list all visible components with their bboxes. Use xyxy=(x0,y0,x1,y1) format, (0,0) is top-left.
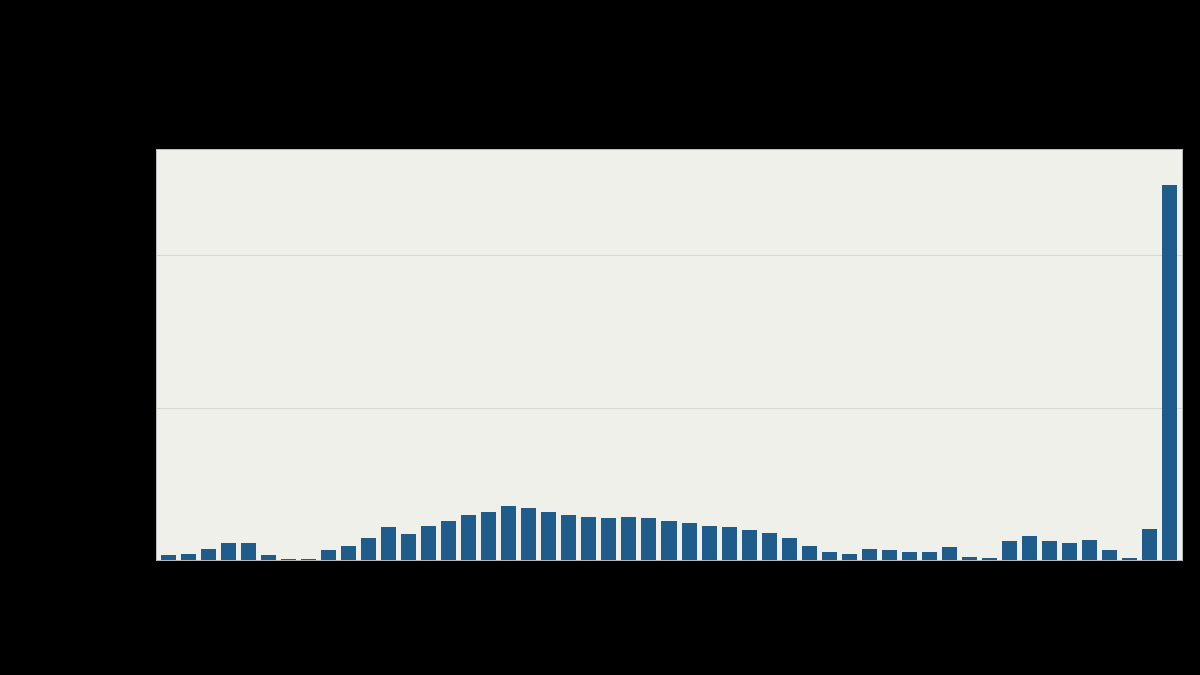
Bar xyxy=(962,557,977,560)
Bar xyxy=(1122,558,1138,560)
Bar xyxy=(1142,529,1158,560)
Bar xyxy=(502,506,516,560)
Text: Israeli Strikes in Lebanon: Israeli Strikes in Lebanon xyxy=(487,101,851,128)
Bar xyxy=(682,523,696,560)
Bar xyxy=(842,554,857,560)
Bar xyxy=(1103,551,1117,560)
Bar xyxy=(942,547,958,560)
Bar xyxy=(642,518,656,560)
Bar xyxy=(721,527,737,560)
Bar xyxy=(380,527,396,560)
Bar xyxy=(161,555,175,560)
Bar xyxy=(601,518,617,560)
Bar xyxy=(260,555,276,560)
Bar xyxy=(1002,541,1018,560)
Bar xyxy=(200,549,216,560)
Bar xyxy=(661,521,677,560)
Bar xyxy=(862,549,877,560)
Bar xyxy=(922,551,937,560)
Bar xyxy=(982,558,997,560)
Bar xyxy=(481,512,496,560)
Bar xyxy=(1082,539,1097,560)
Bar xyxy=(241,543,256,560)
Bar xyxy=(1062,543,1078,560)
Bar xyxy=(401,535,416,560)
Bar xyxy=(562,515,576,560)
Bar xyxy=(320,551,336,560)
Bar xyxy=(461,515,476,560)
Bar xyxy=(902,551,917,560)
Bar xyxy=(622,517,636,560)
Bar xyxy=(1043,541,1057,560)
Bar xyxy=(781,538,797,560)
Bar xyxy=(882,551,896,560)
Bar xyxy=(361,538,376,560)
Bar xyxy=(180,554,196,560)
Bar xyxy=(742,531,757,560)
Y-axis label: No. of Strikes per Week: No. of Strikes per Week xyxy=(94,273,107,435)
Bar xyxy=(221,543,235,560)
Bar xyxy=(822,551,836,560)
Bar xyxy=(1022,537,1037,560)
Bar xyxy=(421,526,436,560)
Bar xyxy=(702,526,716,560)
Bar xyxy=(762,533,776,560)
Bar xyxy=(301,559,316,560)
Bar xyxy=(281,559,295,560)
Bar xyxy=(802,545,817,560)
Bar xyxy=(581,517,596,560)
Bar xyxy=(442,520,456,560)
Bar xyxy=(341,545,356,560)
Bar xyxy=(521,508,536,560)
Bar xyxy=(1163,185,1177,560)
Bar xyxy=(541,512,557,560)
